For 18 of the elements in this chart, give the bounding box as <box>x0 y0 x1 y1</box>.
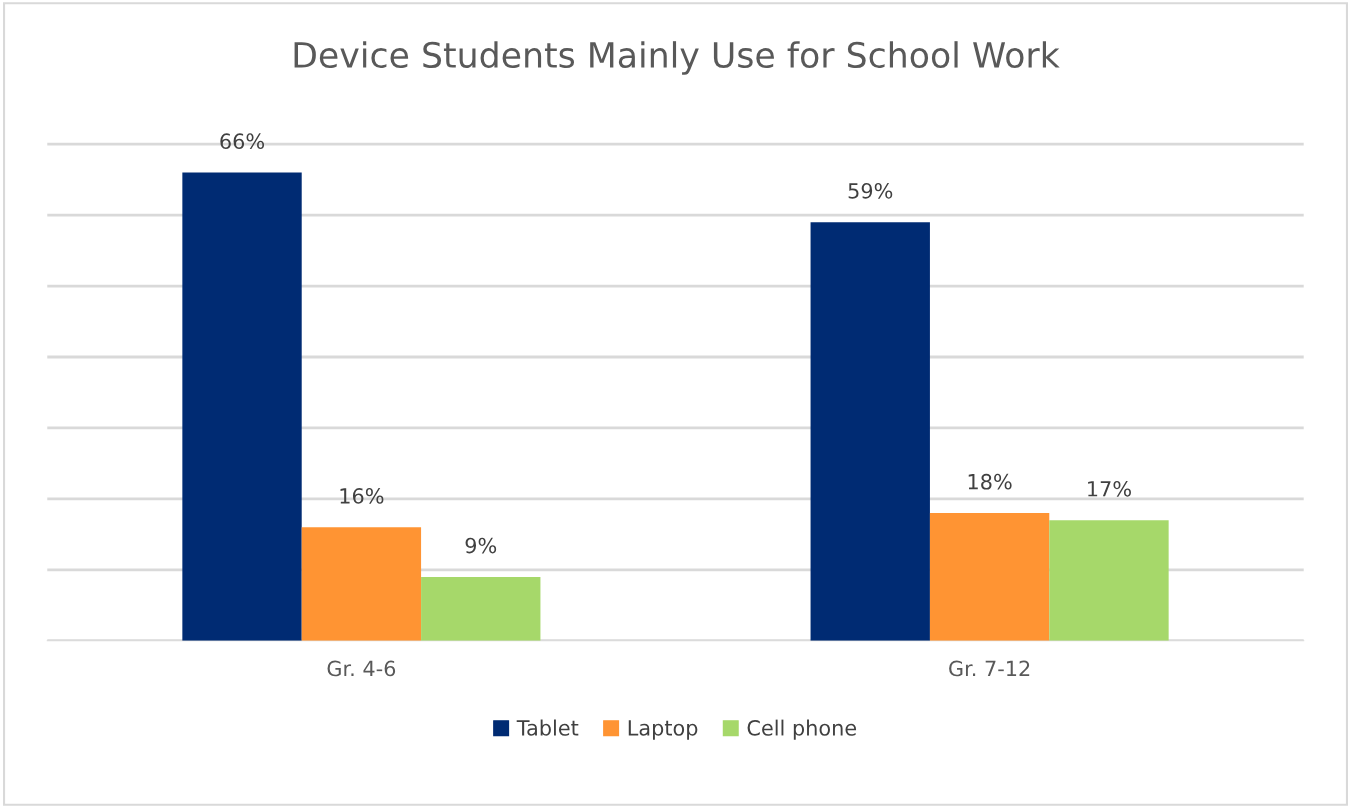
data-label: 16% <box>340 488 384 504</box>
bar <box>810 222 930 641</box>
chart-title: Device Students Mainly Use for School Work <box>294 41 1060 75</box>
legend-label: Cell phone <box>747 719 857 740</box>
bar <box>929 513 1050 641</box>
legend-label: Laptop <box>628 720 698 740</box>
bar <box>301 527 422 641</box>
data-label: 18% <box>968 473 1012 490</box>
bar <box>421 576 541 641</box>
data-label: 66% <box>220 133 265 150</box>
x-tick-label: Gr. 7-12 <box>949 660 1030 677</box>
data-label: 17% <box>1088 480 1131 497</box>
legend-label: Tablet <box>516 719 579 736</box>
data-label: 9% <box>465 537 497 554</box>
bar <box>1049 520 1169 641</box>
x-tick-label: Gr. 4-6 <box>327 660 396 677</box>
data-label: 59% <box>848 182 893 199</box>
bar <box>182 172 302 641</box>
